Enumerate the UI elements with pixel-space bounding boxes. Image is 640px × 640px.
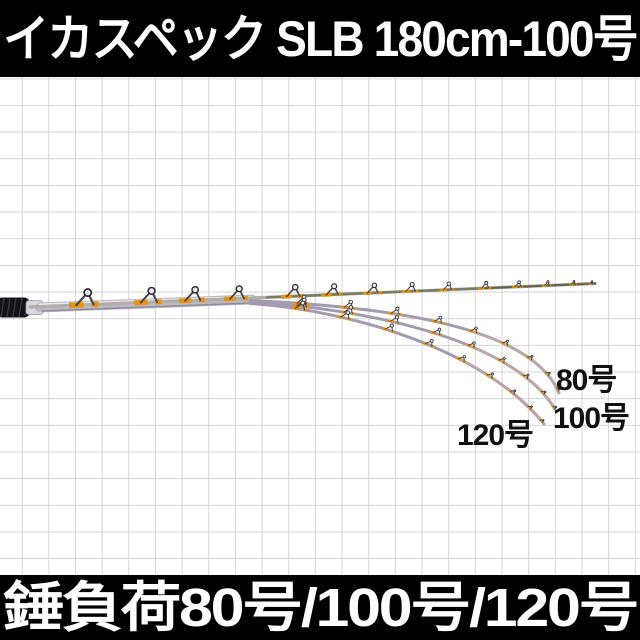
title-banner: イカスペック SLB 180cm-100号 xyxy=(0,0,640,77)
spec-banner: 錘負荷80号/100号/120号 xyxy=(0,575,640,640)
product-title: イカスペック SLB 180cm-100号 xyxy=(3,10,639,67)
load-label-100: 100号 xyxy=(553,402,630,435)
graph-paper-background xyxy=(0,77,640,575)
sinker-load-spec: 錘負荷80号/100号/120号 xyxy=(2,577,639,638)
load-label-120: 120号 xyxy=(457,419,534,452)
load-label-80: 80号 xyxy=(556,364,617,397)
